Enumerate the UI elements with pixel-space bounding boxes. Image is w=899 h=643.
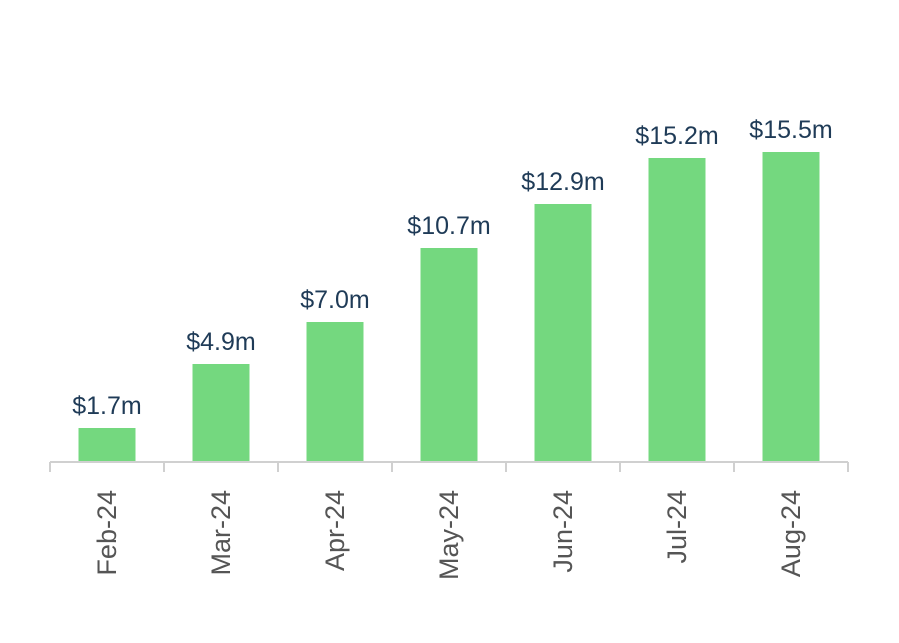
data-label-aug-24: $15.5m xyxy=(749,116,832,144)
bar-apr-24 xyxy=(306,322,364,462)
data-label-jul-24: $15.2m xyxy=(635,122,718,150)
bar-may-24 xyxy=(420,248,478,462)
bar-aug-24 xyxy=(762,152,820,462)
tick-label-apr-24: Apr-24 xyxy=(320,490,350,571)
bar-jun-24 xyxy=(534,204,592,462)
tick-label-jun-24: Jun-24 xyxy=(548,490,578,573)
tick-label-may-24: May-24 xyxy=(434,490,464,580)
tick-label-jul-24: Jul-24 xyxy=(662,490,692,564)
data-label-may-24: $10.7m xyxy=(407,212,490,240)
bars-layer xyxy=(78,152,820,462)
tick-label-aug-24: Aug-24 xyxy=(776,490,806,577)
data-labels-layer: $1.7m $4.9m $7.0m $10.7m $12.9m $15.2m $15.5m xyxy=(72,116,832,420)
tick-label-feb-24: Feb-24 xyxy=(92,490,122,576)
bar-feb-24 xyxy=(78,428,136,462)
data-label-apr-24: $7.0m xyxy=(300,286,369,314)
data-label-mar-24: $4.9m xyxy=(186,328,255,356)
x-tick-labels: Feb-24 Mar-24 Apr-24 May-24 Jun-24 Jul-24 Aug-… xyxy=(92,490,806,580)
data-label-jun-24: $12.9m xyxy=(521,168,604,196)
tick-label-mar-24: Mar-24 xyxy=(206,490,236,576)
bar-jul-24 xyxy=(648,158,706,462)
x-axis xyxy=(49,461,849,472)
bar-mar-24 xyxy=(192,364,250,462)
data-label-feb-24: $1.7m xyxy=(72,392,141,420)
